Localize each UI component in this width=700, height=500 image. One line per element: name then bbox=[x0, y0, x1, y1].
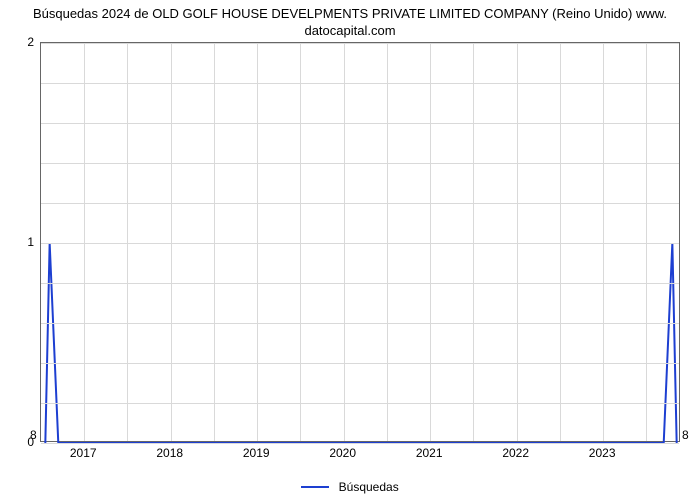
gridline-h bbox=[41, 443, 679, 444]
gridline-h bbox=[41, 323, 679, 324]
gridline-h bbox=[41, 363, 679, 364]
gridline-v bbox=[517, 43, 518, 441]
gridline-v bbox=[387, 43, 388, 441]
x-tick-label: 2020 bbox=[329, 446, 356, 460]
gridline-h bbox=[41, 83, 679, 84]
bottom-left-label: 8 bbox=[30, 428, 37, 442]
plot-area bbox=[40, 42, 680, 442]
gridline-h bbox=[41, 43, 679, 44]
gridline-h bbox=[41, 163, 679, 164]
gridline-v bbox=[560, 43, 561, 441]
gridline-v bbox=[646, 43, 647, 441]
y-tick-label: 1 bbox=[27, 235, 34, 249]
chart-container: Búsquedas 2024 de OLD GOLF HOUSE DEVELPM… bbox=[0, 0, 700, 500]
legend-label: Búsquedas bbox=[339, 480, 399, 494]
gridline-h bbox=[41, 403, 679, 404]
chart-title: Búsquedas 2024 de OLD GOLF HOUSE DEVELPM… bbox=[0, 0, 700, 40]
legend-swatch bbox=[301, 486, 329, 488]
x-tick-label: 2021 bbox=[416, 446, 443, 460]
gridline-h bbox=[41, 123, 679, 124]
gridline-v bbox=[127, 43, 128, 441]
gridline-v bbox=[344, 43, 345, 441]
title-line-1: Búsquedas 2024 de OLD GOLF HOUSE DEVELPM… bbox=[33, 6, 667, 21]
legend: Búsquedas bbox=[0, 479, 700, 494]
gridline-v bbox=[171, 43, 172, 441]
gridline-v bbox=[84, 43, 85, 441]
gridline-h bbox=[41, 243, 679, 244]
title-line-2: datocapital.com bbox=[304, 23, 395, 38]
bottom-right-label: 8 bbox=[682, 428, 689, 442]
x-tick-label: 2017 bbox=[70, 446, 97, 460]
y-tick-label: 2 bbox=[27, 35, 34, 49]
series-line bbox=[45, 243, 676, 443]
gridline-h bbox=[41, 203, 679, 204]
x-tick-label: 2019 bbox=[243, 446, 270, 460]
x-tick-label: 2022 bbox=[502, 446, 529, 460]
gridline-v bbox=[257, 43, 258, 441]
gridline-v bbox=[430, 43, 431, 441]
plot-area-wrap: 012201720182019202020212022202388 bbox=[40, 42, 680, 442]
gridline-h bbox=[41, 283, 679, 284]
gridline-v bbox=[473, 43, 474, 441]
gridline-v bbox=[214, 43, 215, 441]
x-tick-label: 2023 bbox=[589, 446, 616, 460]
x-tick-label: 2018 bbox=[156, 446, 183, 460]
gridline-v bbox=[603, 43, 604, 441]
gridline-v bbox=[300, 43, 301, 441]
